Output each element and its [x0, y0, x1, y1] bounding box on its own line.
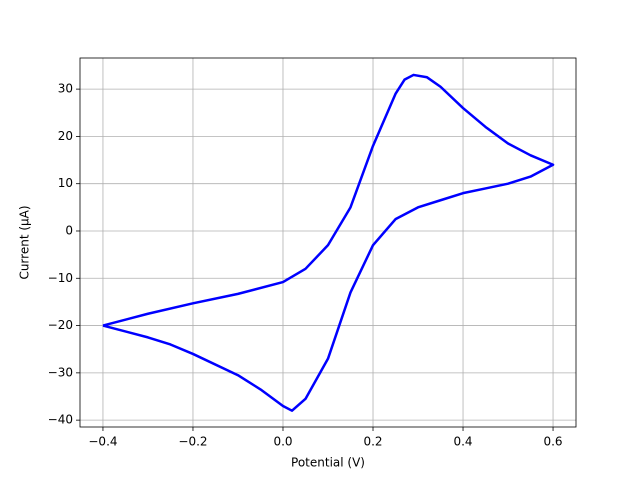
- x-tick-label: −0.2: [178, 435, 207, 449]
- y-tick-label: 20: [58, 129, 73, 143]
- y-tick-label: −40: [48, 413, 73, 427]
- x-tick-label: 0.0: [273, 435, 292, 449]
- x-axis-label: Potential (V): [291, 456, 365, 470]
- y-tick-label: 0: [65, 223, 73, 237]
- y-tick-label: −30: [48, 365, 73, 379]
- x-tick-label: −0.4: [88, 435, 117, 449]
- data-line: [102, 73, 555, 412]
- x-tick-label: 0.4: [453, 435, 472, 449]
- y-tick-label: −20: [48, 318, 73, 332]
- y-tick-label: −10: [48, 271, 73, 285]
- y-axis-label: Current (μA): [18, 205, 32, 279]
- x-tick-label: 0.6: [543, 435, 562, 449]
- x-tick-label: 0.2: [363, 435, 382, 449]
- y-tick-label: 30: [58, 82, 73, 96]
- plot-frame: [79, 57, 577, 428]
- y-tick-label: 10: [58, 176, 73, 190]
